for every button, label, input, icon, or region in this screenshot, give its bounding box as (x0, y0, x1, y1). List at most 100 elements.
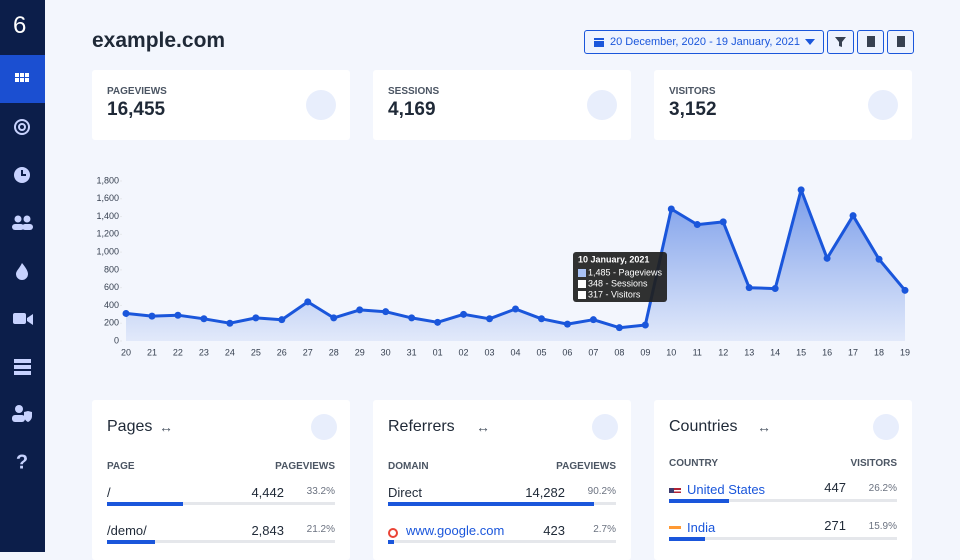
x-tick-label: 07 (588, 347, 598, 357)
point (667, 205, 675, 213)
x-tick-label: 22 (173, 347, 183, 357)
row-label: /demo/ (107, 523, 147, 538)
x-tick-label: 10 (666, 347, 676, 357)
file-icon (867, 36, 875, 47)
point (693, 221, 701, 229)
point (563, 320, 571, 328)
row-label[interactable]: www.google.com (406, 523, 505, 538)
panel-icon[interactable] (311, 414, 337, 440)
point (148, 312, 156, 320)
flag-us (669, 488, 681, 493)
share-bar (388, 502, 594, 506)
panel-title: Countries (669, 418, 738, 435)
area (126, 189, 905, 341)
x-tick-label: 09 (640, 347, 650, 357)
stat-value: 16,455 (107, 99, 166, 120)
point (486, 315, 494, 323)
tooltip-item: 317 - Visitors (588, 289, 641, 299)
expand-icon[interactable]: ↔ (476, 419, 490, 435)
x-tick-label: 02 (459, 347, 469, 357)
stat-label: PAGEVIEWS (107, 86, 167, 97)
point (460, 310, 468, 318)
expand-icon[interactable]: ↔ (159, 419, 173, 435)
row-track (107, 540, 335, 543)
filter-icon (835, 37, 846, 47)
row-share: 26.2% (868, 483, 897, 494)
x-tick-label: 31 (407, 347, 417, 357)
stat-label: SESSIONS (388, 86, 440, 97)
row-label[interactable]: United States (687, 482, 766, 497)
point (356, 306, 364, 314)
panel-title: Pages (107, 418, 153, 435)
point (537, 315, 545, 323)
logo[interactable]: 6 (13, 12, 27, 39)
site-title: example.com (92, 29, 226, 52)
share-bar (107, 502, 183, 506)
row-label[interactable]: India (687, 520, 716, 535)
x-tick-label: 04 (510, 347, 520, 357)
stat-label: VISITORS (669, 86, 716, 97)
row-value: 271 (824, 518, 846, 533)
share-bar (669, 537, 706, 541)
column-header: COUNTRY (669, 458, 719, 469)
row-share: 33.2% (306, 486, 335, 497)
stat-icon (306, 90, 336, 120)
export-button[interactable] (857, 30, 884, 54)
panel: Countries ↔ COUNTRY VISITORS United States 44… (654, 400, 912, 560)
x-tick-label: 19 (900, 347, 910, 357)
x-tick-label: 26 (277, 347, 287, 357)
x-tick-label: 17 (848, 347, 858, 357)
date-picker[interactable]: 20 December, 2020 - 19 January, 2021 (584, 30, 824, 54)
svg-text:?: ? (16, 451, 28, 473)
y-tick-label: 1,000 (96, 246, 119, 256)
panel-icon[interactable] (592, 414, 618, 440)
row-value: 2,843 (251, 523, 284, 538)
expand-icon[interactable]: ↔ (757, 419, 771, 435)
x-tick-label: 23 (199, 347, 209, 357)
point (771, 285, 779, 293)
x-tick-label: 18 (874, 347, 884, 357)
row-track (669, 537, 897, 540)
tooltip-item: 348 - Sessions (588, 278, 648, 288)
x-tick-label: 13 (744, 347, 754, 357)
row-value: 14,282 (525, 485, 565, 500)
y-tick-label: 400 (104, 300, 119, 310)
filter-button[interactable] (827, 30, 854, 54)
point (200, 315, 208, 323)
point (330, 314, 338, 322)
point (434, 318, 442, 326)
stat-card: VISITORS 3,152 (654, 70, 912, 140)
row-track (669, 499, 897, 502)
point (719, 218, 727, 226)
stat-value: 3,152 (669, 99, 717, 120)
x-tick-label: 29 (355, 347, 365, 357)
x-tick-label: 28 (329, 347, 339, 357)
row-value: 4,442 (251, 485, 284, 500)
point (252, 314, 260, 322)
tooltip-box (573, 252, 667, 302)
x-tick-label: 03 (485, 347, 495, 357)
y-tick-label: 200 (104, 318, 119, 328)
caret (805, 39, 815, 45)
point (278, 316, 286, 324)
share-bar (388, 540, 395, 544)
row-value: 423 (543, 523, 565, 538)
panel-icon[interactable] (873, 414, 899, 440)
export-button[interactable] (887, 30, 914, 54)
point (122, 309, 130, 317)
nav-icons: ? (12, 73, 33, 473)
x-tick-label: 30 (381, 347, 391, 357)
column-header: DOMAIN (388, 461, 429, 472)
favicon (388, 528, 398, 538)
x-tick-label: 12 (718, 347, 728, 357)
x-tick-label: 05 (536, 347, 546, 357)
x-tick-label: 20 (121, 347, 131, 357)
row-label: Direct (388, 485, 422, 500)
share-bar (669, 499, 729, 503)
point (589, 316, 597, 324)
panel: Referrers ↔ DOMAIN PAGEVIEWS Direct 14,282 90.… (373, 400, 631, 560)
point (641, 321, 649, 329)
x-tick-label: 06 (562, 347, 572, 357)
